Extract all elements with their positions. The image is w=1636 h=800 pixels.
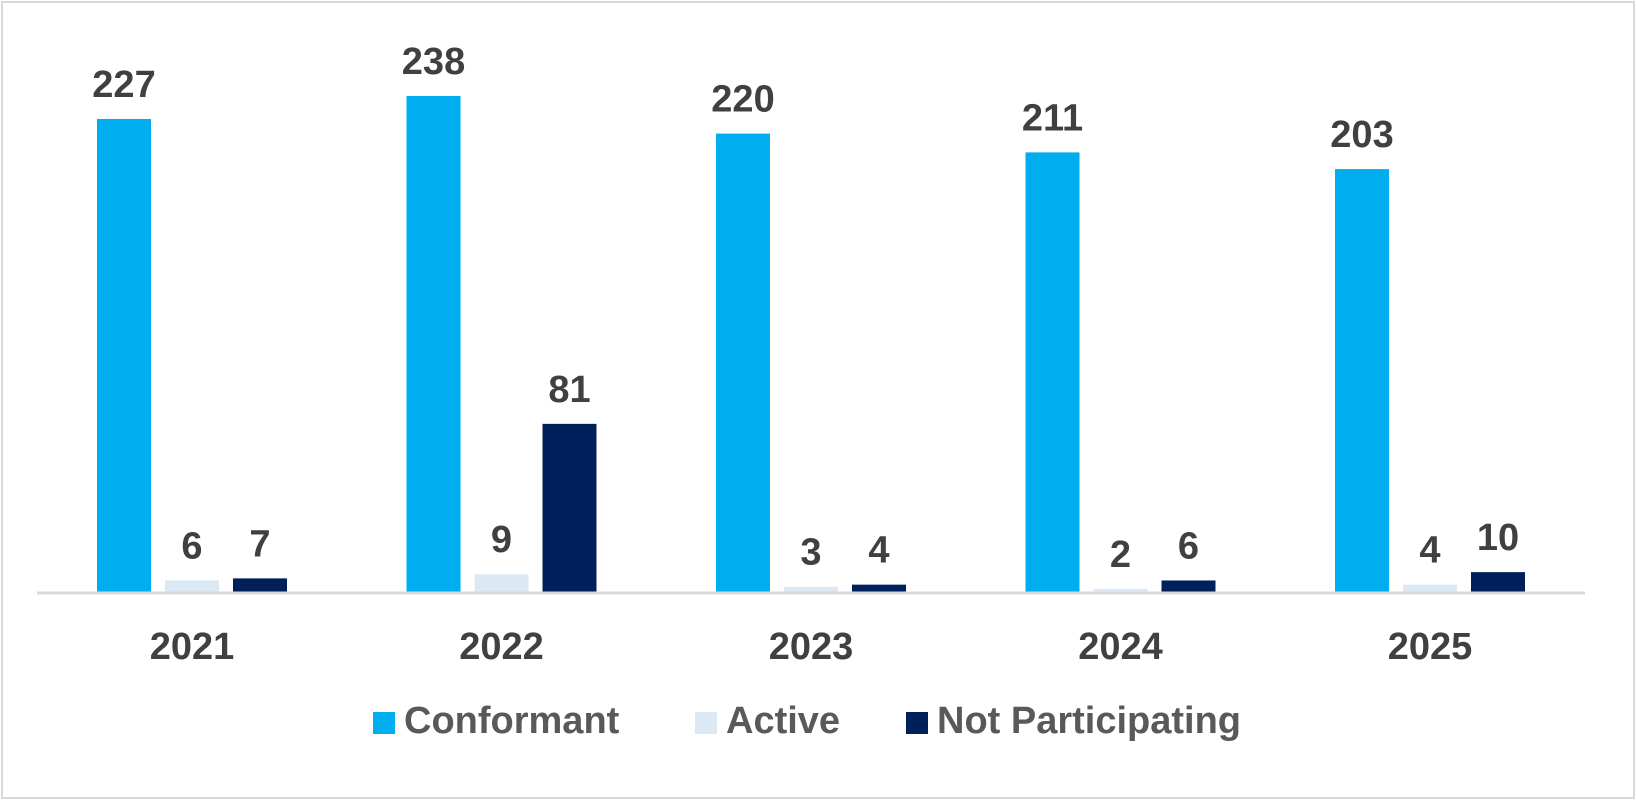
data-label-not-participating-2024: 6	[1178, 525, 1199, 567]
bar-not-participating-2023	[852, 584, 906, 593]
legend-swatch-active	[695, 712, 717, 734]
bar-not-participating-2024	[1161, 580, 1216, 593]
bar-conformant-2022	[406, 96, 461, 593]
bar-conformant-2024	[1025, 152, 1080, 593]
legend-swatch-conformant	[373, 712, 395, 734]
x-tick-label-2022: 2022	[459, 626, 544, 668]
x-tick-label-2023: 2023	[769, 626, 854, 668]
bar-active-2025	[1403, 584, 1457, 593]
data-label-active-2021: 6	[181, 525, 202, 567]
data-label-active-2025: 4	[1419, 530, 1440, 572]
x-tick-label-2021: 2021	[150, 626, 235, 668]
data-label-active-2022: 9	[491, 519, 512, 561]
bars-layer	[97, 96, 1525, 594]
data-label-active-2024: 2	[1110, 534, 1131, 576]
bar-active-2023	[784, 586, 838, 593]
data-label-conformant-2024: 211	[1022, 97, 1083, 139]
legend-label-not-participating: Not Participating	[937, 700, 1241, 742]
data-label-conformant-2021: 227	[92, 64, 155, 106]
data-label-active-2023: 3	[800, 532, 821, 574]
bar-conformant-2021	[97, 118, 151, 594]
bar-not-participating-2022	[542, 423, 597, 593]
bar-conformant-2023	[716, 133, 770, 593]
bar-active-2024	[1093, 588, 1148, 593]
x-tick-label-2024: 2024	[1078, 626, 1163, 668]
legend-label-active: Active	[726, 700, 840, 742]
data-label-conformant-2022: 238	[402, 41, 465, 83]
x-tick-labels: 2021 2022 2023 2024 2025	[150, 626, 1473, 668]
x-tick-label-2025: 2025	[1388, 626, 1473, 668]
data-labels-layer: 227 6 7 238 9 81 220 3 4 211 2 6 203 4 10	[92, 41, 1519, 576]
bar-active-2022	[474, 574, 529, 593]
data-label-conformant-2025: 203	[1330, 114, 1393, 156]
data-label-not-participating-2022: 81	[548, 369, 590, 411]
bar-not-participating-2025	[1471, 572, 1525, 593]
data-label-not-participating-2025: 10	[1477, 517, 1519, 559]
data-label-not-participating-2021: 7	[249, 523, 270, 565]
legend-swatch-not-participating	[906, 712, 928, 734]
data-label-conformant-2023: 220	[711, 79, 774, 121]
data-label-not-participating-2023: 4	[868, 530, 889, 572]
bar-not-participating-2021	[233, 578, 287, 593]
legend-label-conformant: Conformant	[404, 700, 620, 742]
bar-conformant-2025	[1335, 169, 1389, 593]
legend: Conformant Active Not Participating	[373, 700, 1241, 742]
bar-active-2021	[165, 580, 219, 593]
